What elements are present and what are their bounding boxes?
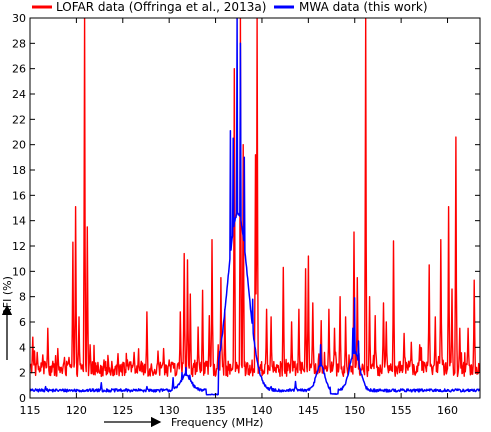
series-group: [30, 18, 480, 396]
series-line-lofar: [30, 18, 480, 378]
y-tick-label: 16: [12, 189, 26, 202]
x-axis-ticks: 115 120 125 130 135 140 145 150 155 160: [20, 18, 458, 417]
x-tick-label: 120: [66, 404, 87, 417]
y-tick-label: 0: [19, 392, 26, 405]
y-tick-label: 26: [12, 63, 26, 76]
y-axis-label: RFI (%): [1, 276, 14, 316]
y-tick-label: 20: [12, 139, 26, 152]
y-tick-label: 12: [12, 240, 26, 253]
y-tick-label: 2: [19, 367, 26, 380]
y-tick-label: 10: [12, 265, 26, 278]
x-tick-label: 140: [251, 404, 272, 417]
legend-label-lofar: LOFAR data (Offringa et al., 2013a): [56, 0, 266, 14]
x-tick-label: 135: [205, 404, 226, 417]
x-tick-label: 160: [437, 404, 458, 417]
y-axis-label-group: RFI (%): [1, 276, 14, 360]
x-axis-label-group: Frequency (MHz): [104, 416, 263, 429]
series-line-mwa: [30, 18, 480, 396]
legend: LOFAR data (Offringa et al., 2013a) MWA …: [32, 0, 428, 14]
y-tick-label: 22: [12, 113, 26, 126]
x-tick-label: 155: [391, 404, 412, 417]
x-tick-label: 150: [344, 404, 365, 417]
y-tick-label: 4: [19, 341, 26, 354]
legend-label-mwa: MWA data (this work): [299, 0, 428, 14]
y-tick-label: 6: [19, 316, 26, 329]
y-tick-label: 24: [12, 88, 26, 101]
y-tick-label: 14: [12, 215, 26, 228]
x-tick-label: 130: [159, 404, 180, 417]
x-tick-label: 145: [298, 404, 319, 417]
y-tick-label: 30: [12, 12, 26, 25]
x-axis-label: Frequency (MHz): [171, 416, 263, 429]
y-tick-label: 8: [19, 291, 26, 304]
plot-frame: [29, 17, 481, 399]
y-tick-label: 28: [12, 37, 26, 50]
x-tick-label: 115: [20, 404, 41, 417]
x-tick-label: 125: [112, 404, 133, 417]
y-tick-label: 18: [12, 164, 26, 177]
